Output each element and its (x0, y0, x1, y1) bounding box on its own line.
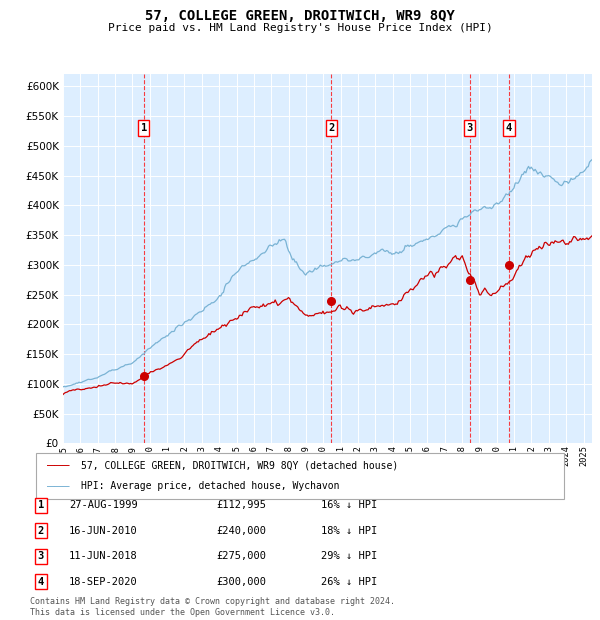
Text: Contains HM Land Registry data © Crown copyright and database right 2024.
This d: Contains HM Land Registry data © Crown c… (30, 598, 395, 617)
Text: 4: 4 (506, 123, 512, 133)
Text: £300,000: £300,000 (216, 577, 266, 587)
Text: 57, COLLEGE GREEN, DROITWICH, WR9 8QY: 57, COLLEGE GREEN, DROITWICH, WR9 8QY (145, 9, 455, 24)
Text: 1: 1 (140, 123, 147, 133)
Text: 2: 2 (38, 526, 44, 536)
Text: 11-JUN-2018: 11-JUN-2018 (69, 551, 138, 561)
Text: £112,995: £112,995 (216, 500, 266, 510)
Text: 2: 2 (328, 123, 334, 133)
Text: 27-AUG-1999: 27-AUG-1999 (69, 500, 138, 510)
Text: 1: 1 (38, 500, 44, 510)
Text: 26% ↓ HPI: 26% ↓ HPI (321, 577, 377, 587)
Text: Price paid vs. HM Land Registry's House Price Index (HPI): Price paid vs. HM Land Registry's House … (107, 23, 493, 33)
Text: 3: 3 (38, 551, 44, 561)
Text: 18% ↓ HPI: 18% ↓ HPI (321, 526, 377, 536)
Text: 18-SEP-2020: 18-SEP-2020 (69, 577, 138, 587)
Text: 4: 4 (38, 577, 44, 587)
Text: 16% ↓ HPI: 16% ↓ HPI (321, 500, 377, 510)
Text: £240,000: £240,000 (216, 526, 266, 536)
Text: 29% ↓ HPI: 29% ↓ HPI (321, 551, 377, 561)
Text: 16-JUN-2010: 16-JUN-2010 (69, 526, 138, 536)
Text: 3: 3 (467, 123, 473, 133)
Text: £275,000: £275,000 (216, 551, 266, 561)
Text: ———: ——— (47, 480, 70, 492)
Text: 57, COLLEGE GREEN, DROITWICH, WR9 8QY (detached house): 57, COLLEGE GREEN, DROITWICH, WR9 8QY (d… (81, 461, 398, 471)
Text: ———: ——— (47, 459, 70, 472)
Text: HPI: Average price, detached house, Wychavon: HPI: Average price, detached house, Wych… (81, 481, 340, 491)
